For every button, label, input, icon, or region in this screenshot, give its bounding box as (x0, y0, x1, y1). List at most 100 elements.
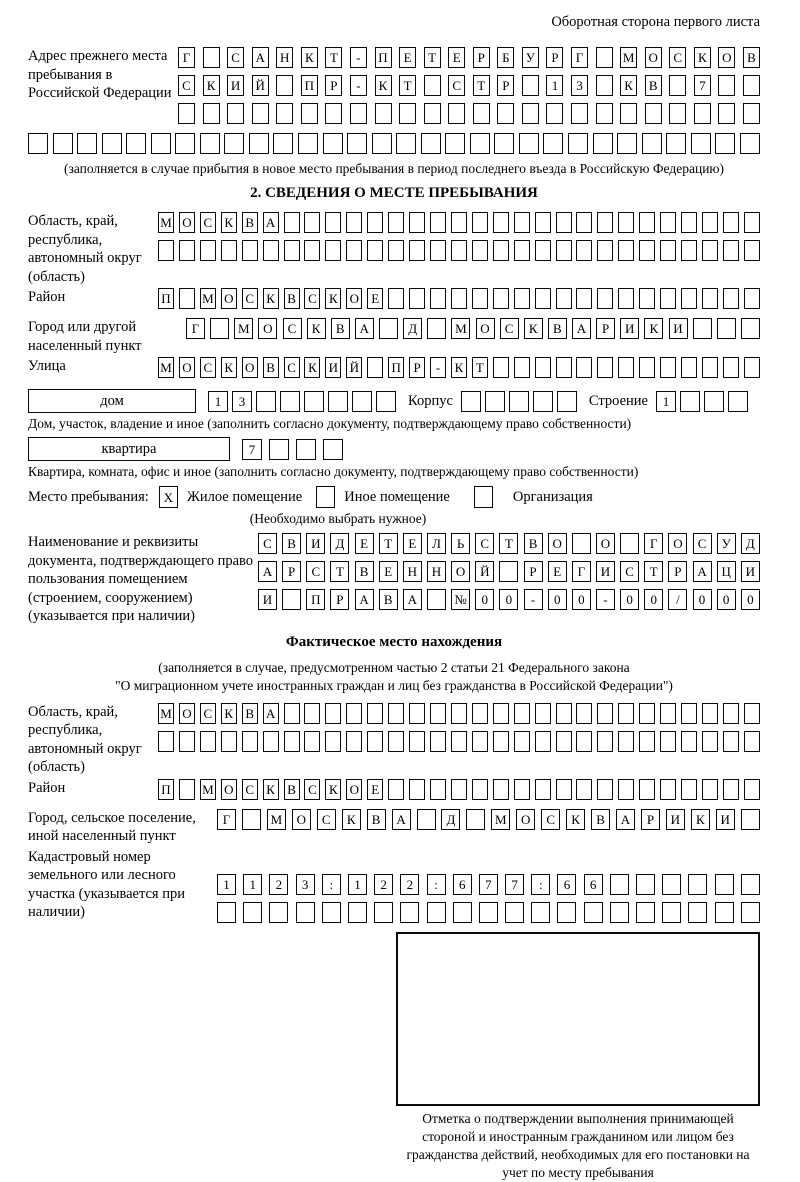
char-box[interactable]: О (220, 778, 237, 800)
char-box[interactable] (450, 212, 467, 233)
char-box[interactable]: Д (403, 318, 423, 339)
char-box[interactable] (202, 103, 220, 124)
char-box[interactable]: С (241, 778, 258, 800)
char-box[interactable]: 7 (242, 438, 262, 460)
char-box[interactable] (597, 702, 614, 724)
char-box[interactable] (376, 390, 396, 412)
char-box[interactable]: С (499, 318, 519, 339)
char-box[interactable] (534, 702, 551, 724)
char-box[interactable] (352, 390, 372, 412)
char-box[interactable] (534, 240, 551, 261)
char-box[interactable]: М (199, 288, 216, 309)
char-box[interactable] (531, 901, 551, 923)
char-box[interactable] (555, 702, 572, 724)
char-box[interactable] (571, 103, 588, 124)
char-box[interactable] (576, 357, 593, 378)
char-box[interactable] (175, 133, 196, 154)
char-box[interactable] (636, 873, 655, 895)
char-box[interactable]: С (199, 702, 216, 724)
char-box[interactable]: Р (523, 561, 543, 582)
char-box[interactable] (555, 730, 572, 752)
char-box[interactable]: 0 (571, 589, 591, 610)
char-box[interactable]: Б (497, 47, 515, 68)
char-box[interactable]: 2 (400, 873, 420, 895)
char-box[interactable] (296, 438, 316, 460)
char-box[interactable] (283, 702, 300, 724)
char-box[interactable] (499, 561, 519, 582)
char-box[interactable]: 1 (546, 75, 564, 96)
char-box[interactable] (492, 288, 509, 309)
char-box[interactable] (743, 212, 760, 233)
char-box[interactable] (660, 778, 677, 800)
char-box[interactable] (576, 702, 593, 724)
char-box[interactable]: К (202, 75, 220, 96)
char-box[interactable]: К (306, 318, 326, 339)
char-box[interactable] (325, 730, 342, 752)
char-box[interactable]: К (450, 357, 467, 378)
char-box[interactable] (346, 702, 363, 724)
char-box[interactable] (662, 873, 682, 895)
char-box[interactable] (639, 357, 656, 378)
char-box[interactable]: Е (378, 561, 398, 582)
char-box[interactable] (445, 133, 466, 154)
char-box[interactable]: М (199, 778, 216, 800)
char-box[interactable]: Т (472, 75, 490, 96)
char-box[interactable]: П (158, 778, 174, 800)
char-box[interactable] (595, 47, 613, 68)
char-box[interactable]: - (349, 47, 367, 68)
char-box[interactable] (374, 103, 392, 124)
char-box[interactable]: Н (276, 47, 294, 68)
char-box[interactable] (568, 133, 589, 154)
char-box[interactable] (597, 778, 614, 800)
char-box[interactable] (283, 212, 300, 233)
char-box[interactable] (426, 589, 446, 610)
char-box[interactable] (178, 240, 195, 261)
char-box[interactable]: У (716, 533, 736, 554)
char-box[interactable] (409, 730, 426, 752)
char-box[interactable]: О (644, 47, 662, 68)
char-box[interactable] (740, 901, 760, 923)
char-box[interactable]: И (668, 318, 688, 339)
char-box[interactable]: Г (644, 533, 664, 554)
char-box[interactable] (688, 901, 708, 923)
char-box[interactable]: Й (251, 75, 269, 96)
char-box[interactable] (555, 778, 572, 800)
char-box[interactable] (448, 103, 466, 124)
char-box[interactable]: Г (186, 318, 205, 339)
char-box[interactable]: К (690, 808, 710, 830)
char-box[interactable] (295, 901, 315, 923)
char-box[interactable]: К (325, 288, 342, 309)
char-box[interactable]: К (220, 702, 237, 724)
char-box[interactable]: К (262, 778, 279, 800)
char-box[interactable]: О (291, 808, 311, 830)
char-box[interactable] (521, 103, 539, 124)
char-box[interactable] (346, 240, 363, 261)
char-box[interactable]: С (620, 561, 640, 582)
char-box[interactable]: М (266, 808, 286, 830)
char-box[interactable]: Т (423, 47, 441, 68)
char-box[interactable] (423, 75, 441, 96)
char-box[interactable]: К (620, 75, 638, 96)
char-box[interactable]: Р (640, 808, 660, 830)
char-box[interactable]: : (531, 873, 551, 895)
char-box[interactable]: 7 (478, 873, 498, 895)
char-box[interactable]: О (451, 561, 471, 582)
char-box[interactable] (346, 730, 363, 752)
char-box[interactable] (576, 778, 593, 800)
char-box[interactable] (388, 212, 405, 233)
char-box[interactable] (423, 103, 441, 124)
char-box[interactable]: А (692, 561, 712, 582)
char-box[interactable] (701, 288, 718, 309)
char-box[interactable] (666, 133, 687, 154)
char-box[interactable]: 0 (620, 589, 640, 610)
char-box[interactable]: С (258, 533, 277, 554)
char-box[interactable] (399, 103, 417, 124)
char-box[interactable]: И (227, 75, 245, 96)
char-box[interactable]: Т (399, 75, 417, 96)
char-box[interactable] (471, 212, 488, 233)
char-box[interactable]: Е (354, 533, 374, 554)
char-box[interactable] (126, 133, 147, 154)
char-box[interactable]: 0 (499, 589, 519, 610)
char-box[interactable] (722, 730, 739, 752)
char-box[interactable] (282, 589, 302, 610)
